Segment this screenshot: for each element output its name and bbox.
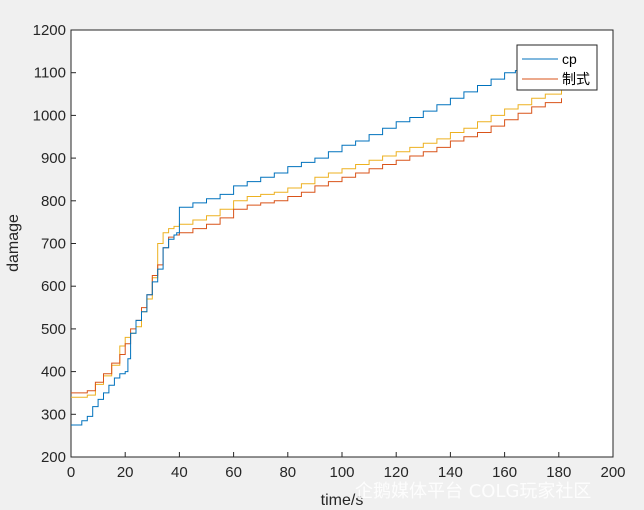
x-tick-label: 80 bbox=[279, 464, 296, 481]
legend-label-zhishi: 制式 bbox=[562, 71, 590, 87]
legend-label-cp: cp bbox=[562, 51, 577, 67]
y-axis-label: damage bbox=[5, 214, 22, 272]
ticks-layer: 0 20 40 60 80 100 120 140 160 180 200 200 300 400 500 6… bbox=[33, 22, 626, 481]
y-tick-label: 1100 bbox=[34, 65, 66, 82]
y-tick-label: 400 bbox=[41, 364, 66, 381]
series-line-1 bbox=[71, 98, 562, 394]
y-tick-label: 900 bbox=[41, 150, 66, 167]
y-tick-label: 1200 bbox=[33, 22, 66, 39]
plot-area bbox=[70, 29, 614, 458]
x-axis-label: time/s bbox=[321, 492, 364, 509]
x-tick-label: 160 bbox=[492, 464, 517, 481]
x-tick-label: 100 bbox=[329, 464, 354, 481]
legend-box bbox=[516, 44, 598, 91]
series-layer bbox=[71, 62, 562, 426]
x-tick-label: 200 bbox=[600, 464, 625, 481]
x-tick-label: 20 bbox=[117, 464, 134, 481]
y-tick-label: 700 bbox=[41, 236, 66, 253]
y-tick-label: 500 bbox=[41, 321, 66, 338]
y-tick-label: 200 bbox=[41, 449, 66, 466]
watermark: 企鹅媒体平台 COLG玩家社区 bbox=[355, 481, 591, 502]
x-tick-label: 0 bbox=[67, 464, 75, 481]
x-tick-label: 140 bbox=[438, 464, 463, 481]
x-tick-label: 60 bbox=[225, 464, 242, 481]
legend: cp 制式 bbox=[516, 44, 598, 91]
y-tick-label: 800 bbox=[41, 193, 66, 210]
y-tick-label: 300 bbox=[41, 406, 66, 423]
x-tick-label: 40 bbox=[171, 464, 188, 481]
y-tick-label: 1000 bbox=[33, 107, 66, 124]
x-tick-label: 180 bbox=[546, 464, 571, 481]
series-line-0 bbox=[71, 62, 560, 426]
x-tick-label: 120 bbox=[384, 464, 409, 481]
y-tick-label: 600 bbox=[41, 278, 66, 295]
